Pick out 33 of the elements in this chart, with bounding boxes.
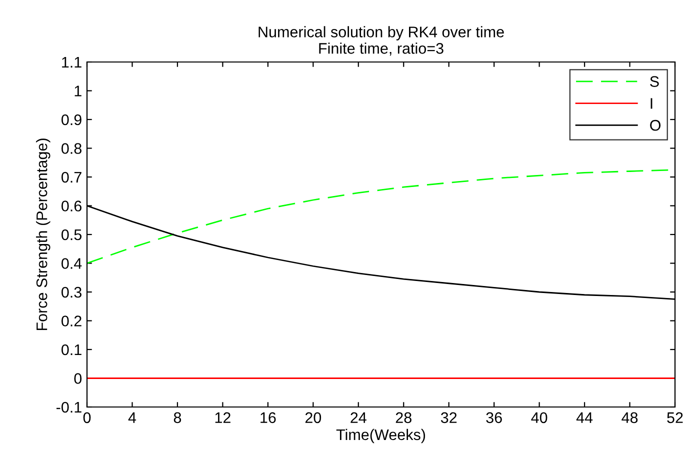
x-tick-label: 48 [622,412,638,424]
y-tick-label: 0.2 [62,316,82,326]
y-tick-label: 0.9 [62,114,82,126]
y-tick-label: 0.3 [62,286,82,298]
legend-label: S [650,76,659,87]
x-tick-label: 16 [260,412,276,424]
y-tick-label: 0.4 [62,258,82,269]
x-tick-label: 52 [667,412,683,424]
y-tick-label: 1.1 [62,57,82,68]
x-tick-label: 36 [486,412,502,424]
x-tick-label: 28 [396,412,412,424]
y-axis-title: Force Strength (Percentage) [36,138,50,330]
y-tick-label: 1 [74,86,82,96]
x-axis-title: Time(Weeks) [336,428,426,444]
x-tick-label: 20 [305,412,322,424]
x-tick-label: 0 [83,412,91,424]
x-tick-label: 24 [350,412,366,423]
legend-label: I [650,98,652,109]
x-tick-label: 40 [531,412,548,424]
chart-title: Numerical solution by RK4 over time Finite time, ratio=3 [258,26,504,56]
y-tick-label: -0.1 [56,402,82,413]
y-tick-label: 0.8 [62,143,82,154]
x-tick-label: 44 [576,412,593,423]
y-tick-label: 0.7 [62,172,82,183]
y-tick-label: 0 [74,373,82,384]
legend-label: O [650,120,661,131]
x-tick-label: 32 [440,412,457,424]
x-tick-label: 8 [174,412,182,424]
y-tick-label: 0.1 [62,344,82,356]
y-tick-label: 0.6 [62,200,82,212]
x-tick-label: 4 [128,412,136,423]
y-tick-label: 0.5 [62,229,82,240]
x-tick-label: 12 [215,412,230,423]
